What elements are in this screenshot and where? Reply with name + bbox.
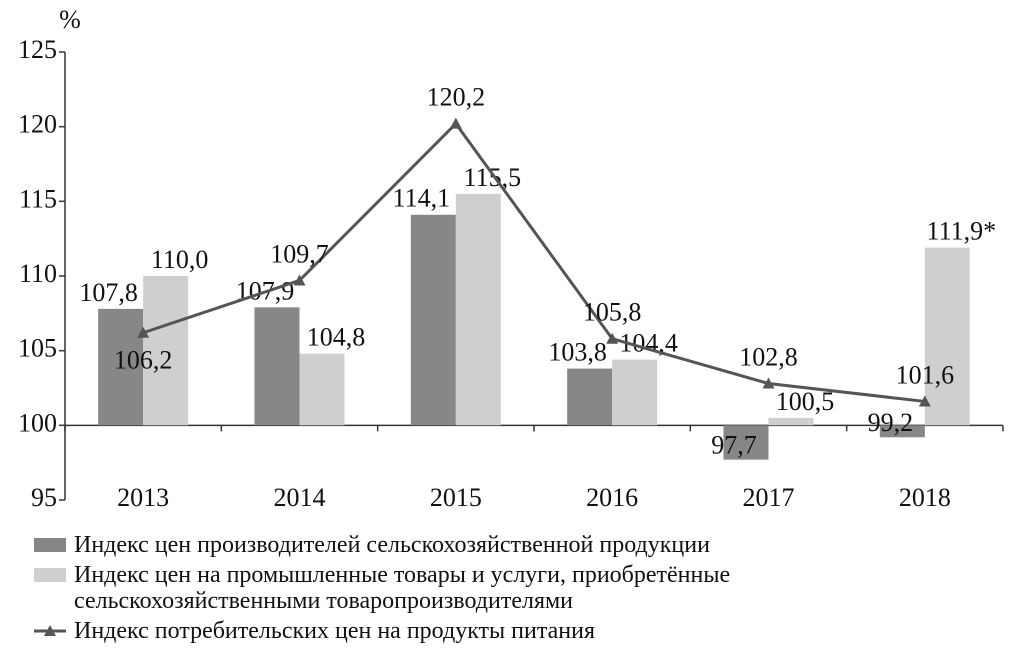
bar <box>879 425 925 438</box>
data-label: 110,0 <box>151 245 209 274</box>
marker <box>606 332 619 344</box>
bar <box>768 417 814 426</box>
data-label: 99,2 <box>868 408 914 437</box>
y-tick-label: 125 <box>18 35 57 64</box>
legend-label: Индекс потребительских цен на продукты п… <box>74 618 595 644</box>
x-tick-label: 2015 <box>430 483 482 512</box>
legend-swatch <box>34 568 66 582</box>
y-tick-label: 120 <box>18 110 57 139</box>
bar <box>254 307 300 426</box>
data-label: 107,8 <box>79 278 138 307</box>
bar <box>723 425 769 460</box>
data-label: 102,8 <box>739 342 798 371</box>
data-label: 115,5 <box>464 163 522 192</box>
x-tick-label: 2013 <box>117 483 169 512</box>
data-label: 103,8 <box>548 338 607 367</box>
x-tick-label: 2018 <box>899 483 951 512</box>
x-tick-label: 2014 <box>274 483 326 512</box>
data-label: 104,8 <box>307 323 366 352</box>
y-tick-label: 105 <box>18 334 57 363</box>
bar <box>410 214 456 426</box>
y-tick-label: 100 <box>18 408 57 437</box>
legend-label: Индекс цен на промышленные товары и услу… <box>74 562 731 614</box>
data-label: 109,7 <box>270 239 329 268</box>
chart: % 95 100 105 110 115 120 125 2013 2014 2015 2016 20… <box>18 5 1004 512</box>
bar <box>924 247 970 426</box>
marker <box>137 326 150 338</box>
data-label: 97,7 <box>711 431 757 460</box>
marker <box>918 395 931 407</box>
y-unit: % <box>59 5 81 34</box>
y-tick-label: 110 <box>19 259 57 288</box>
bar <box>98 308 144 426</box>
legend-swatch <box>34 538 66 552</box>
legend-label: Индекс цен производителей сельскохозяйст… <box>74 532 710 558</box>
bar <box>612 359 658 426</box>
legend: Индекс цен производителей сельскохозяйст… <box>34 532 994 648</box>
line <box>142 121 926 403</box>
legend-item: Индекс цен производителей сельскохозяйст… <box>34 532 994 558</box>
bar <box>299 353 345 426</box>
data-label: 101,6 <box>896 360 955 389</box>
bar <box>567 368 613 426</box>
data-label: 106,2 <box>114 346 173 375</box>
marker <box>293 274 306 286</box>
marker <box>449 117 462 129</box>
y-tick-label: 115 <box>19 184 57 213</box>
legend-swatch <box>34 625 66 636</box>
legend-item: Индекс цен на промышленные товары и услу… <box>34 562 994 614</box>
data-label: 100,5 <box>776 387 835 416</box>
x-tick-label: 2016 <box>586 483 638 512</box>
legend-item: Индекс потребительских цен на продукты п… <box>34 618 994 644</box>
bar <box>143 276 189 426</box>
data-label: 111,9* <box>927 217 997 246</box>
y-tick-label: 95 <box>31 483 57 512</box>
x-tick-label: 2017 <box>743 483 795 512</box>
data-label: 120,2 <box>427 83 486 112</box>
marker <box>762 377 775 389</box>
data-label: 105,8 <box>583 298 642 327</box>
bar <box>455 193 501 426</box>
data-label: 114,1 <box>393 184 451 213</box>
